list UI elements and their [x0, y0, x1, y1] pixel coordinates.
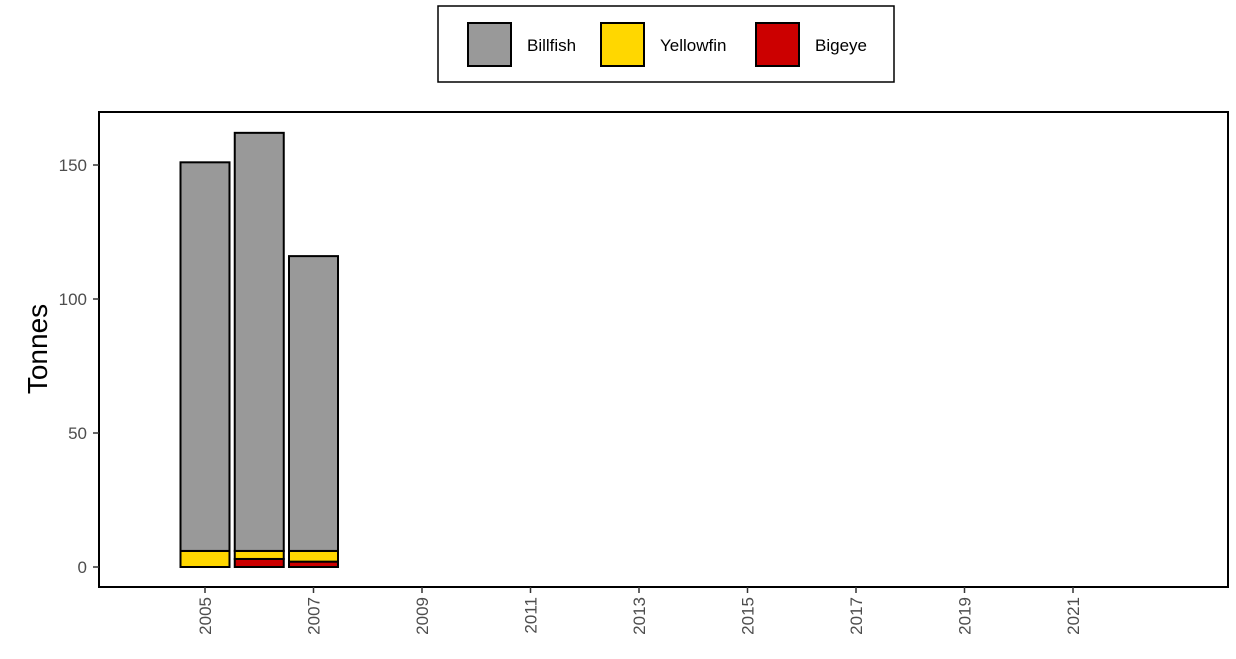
legend-label: Yellowfin [660, 36, 726, 55]
legend-key [755, 22, 800, 67]
y-tick-label: 100 [59, 290, 87, 309]
bar-segment [288, 255, 339, 552]
plot-area: 0 50 100 150 2005 2007 2009 2011 2013 2015 2017 201… [59, 111, 1229, 635]
x-tick-label: 2021 [1064, 597, 1083, 635]
x-tick-label: 2005 [196, 597, 215, 635]
legend-box [437, 5, 895, 83]
bar-segment [288, 549, 339, 563]
bar-segment [233, 557, 285, 569]
plot-border [98, 111, 1229, 588]
y-tick-label: 50 [68, 424, 87, 443]
y-tick-label: 150 [59, 156, 87, 175]
bar-segment [233, 131, 285, 552]
x-tick-label: 2007 [305, 597, 324, 635]
legend-key [600, 22, 645, 67]
bar-segment [179, 161, 231, 552]
y-tick-label: 0 [78, 558, 87, 577]
legend: Billfish Yellowfin Bigeye [437, 5, 895, 83]
y-axis-label: Tonnes [22, 304, 53, 394]
x-tick-label: 2009 [413, 597, 432, 635]
bar-segment [179, 549, 231, 568]
x-tick-label: 2017 [847, 597, 866, 635]
legend-label: Bigeye [815, 36, 867, 55]
x-tick-label: 2019 [956, 597, 975, 635]
bar-segment [233, 549, 285, 560]
x-tick-label: 2011 [522, 597, 541, 634]
x-tick-label: 2015 [739, 597, 758, 635]
x-tick-label: 2013 [630, 597, 649, 635]
legend-label: Billfish [527, 36, 576, 55]
legend-key [467, 22, 512, 67]
